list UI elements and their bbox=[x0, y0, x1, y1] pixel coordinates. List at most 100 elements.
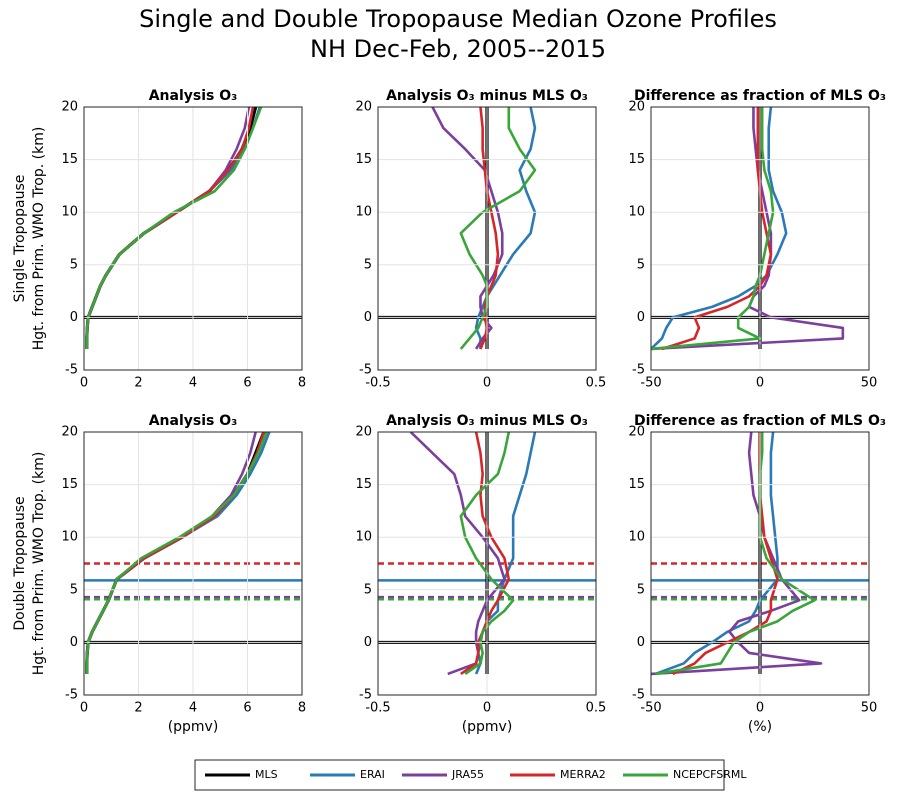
y-tick-label: 15 bbox=[61, 152, 78, 167]
profile-line bbox=[474, 432, 537, 675]
y-tick-label: 0 bbox=[70, 635, 78, 650]
panel-title: Analysis O₃ minus MLS O₃ bbox=[386, 88, 588, 104]
x-axis-label: (%) bbox=[748, 719, 772, 735]
x-tick-label: 0 bbox=[756, 701, 764, 716]
profile-line bbox=[85, 432, 266, 674]
y-tick-label: 0 bbox=[637, 310, 645, 325]
y-tick-label: -5 bbox=[359, 363, 372, 378]
y-tick-label: 5 bbox=[70, 582, 78, 597]
y-axis-label: Double Tropopause bbox=[12, 496, 28, 630]
panel-title: Analysis O₃ bbox=[149, 88, 238, 104]
figure-title: Single and Double Tropopause Median Ozon… bbox=[139, 5, 777, 33]
y-tick-label: 0 bbox=[364, 310, 372, 325]
panel-title: Difference as fraction of MLS O₃ bbox=[634, 88, 886, 104]
x-tick-label: -0.5 bbox=[365, 376, 390, 391]
y-tick-label: 15 bbox=[628, 152, 645, 167]
profile-line bbox=[85, 107, 251, 349]
y-tick-label: 20 bbox=[61, 100, 78, 115]
y-tick-label: 10 bbox=[355, 530, 372, 545]
y-tick-label: 0 bbox=[364, 635, 372, 650]
y-tick-label: 20 bbox=[61, 425, 78, 440]
y-axis-label: Hgt. from Prim. WMO Trop. (km) bbox=[31, 452, 47, 676]
legend-label: ERAI bbox=[360, 768, 385, 781]
y-tick-label: 10 bbox=[628, 205, 645, 220]
axes-frame bbox=[377, 431, 597, 696]
profile-line bbox=[651, 107, 845, 351]
y-tick-label: 15 bbox=[355, 477, 372, 492]
axes-frame bbox=[650, 431, 870, 696]
x-tick-label: 2 bbox=[134, 701, 142, 716]
y-tick-label: 5 bbox=[637, 582, 645, 597]
axes-frame bbox=[83, 106, 303, 371]
legend-label: MLS bbox=[255, 768, 278, 781]
legend-label: NCEPCFSRML bbox=[673, 768, 747, 781]
x-tick-label: 0 bbox=[80, 376, 88, 391]
y-tick-label: 0 bbox=[637, 635, 645, 650]
profile-line bbox=[85, 432, 257, 674]
y-tick-label: 20 bbox=[628, 100, 645, 115]
legend-label: JRA55 bbox=[451, 768, 484, 781]
panel-title: Analysis O₃ bbox=[149, 413, 238, 429]
x-tick-label: -50 bbox=[640, 701, 661, 716]
profile-line bbox=[85, 432, 271, 674]
x-tick-label: 4 bbox=[189, 376, 197, 391]
y-tick-label: -5 bbox=[65, 363, 78, 378]
profile-line bbox=[85, 107, 255, 349]
x-tick-label: 2 bbox=[134, 376, 142, 391]
y-tick-label: 15 bbox=[628, 477, 645, 492]
y-tick-label: 10 bbox=[61, 530, 78, 545]
profile-line bbox=[460, 432, 511, 676]
y-tick-label: 15 bbox=[355, 152, 372, 167]
profile-line bbox=[479, 107, 500, 350]
profile-line bbox=[85, 107, 261, 349]
profile-line bbox=[85, 107, 258, 349]
x-tick-label: 8 bbox=[298, 701, 306, 716]
y-tick-label: -5 bbox=[632, 363, 645, 378]
y-tick-label: 0 bbox=[70, 310, 78, 325]
y-axis-label: Hgt. from Prim. WMO Trop. (km) bbox=[31, 127, 47, 351]
x-axis-label: (ppmv) bbox=[462, 719, 513, 735]
y-tick-label: 15 bbox=[61, 477, 78, 492]
y-tick-label: -5 bbox=[359, 688, 372, 703]
x-tick-label: 50 bbox=[861, 376, 878, 391]
x-axis-label: (ppmv) bbox=[168, 719, 219, 735]
y-tick-label: 5 bbox=[364, 582, 372, 597]
y-tick-label: 20 bbox=[628, 425, 645, 440]
profile-line bbox=[85, 432, 268, 674]
panel-title: Analysis O₃ minus MLS O₃ bbox=[386, 413, 588, 429]
profile-line bbox=[85, 107, 263, 349]
axes-frame bbox=[377, 106, 597, 371]
x-tick-label: 8 bbox=[298, 376, 306, 391]
x-tick-label: 6 bbox=[243, 376, 251, 391]
y-tick-label: 5 bbox=[364, 257, 372, 272]
x-tick-label: 6 bbox=[243, 701, 251, 716]
x-tick-label: 50 bbox=[861, 701, 878, 716]
profile-line bbox=[459, 107, 537, 350]
profile-line bbox=[85, 432, 266, 674]
y-tick-label: 10 bbox=[628, 530, 645, 545]
axes-frame bbox=[83, 431, 303, 696]
panel-title: Difference as fraction of MLS O₃ bbox=[634, 413, 886, 429]
x-tick-label: 0 bbox=[80, 701, 88, 716]
axes-frame bbox=[650, 106, 870, 371]
y-axis-label: Single Tropopause bbox=[12, 175, 28, 303]
y-tick-label: 5 bbox=[70, 257, 78, 272]
legend-label: MERRA2 bbox=[560, 768, 606, 781]
y-tick-label: 5 bbox=[637, 257, 645, 272]
x-tick-label: 0.5 bbox=[586, 701, 607, 716]
x-tick-label: -50 bbox=[640, 376, 661, 391]
x-tick-label: 0 bbox=[483, 701, 491, 716]
y-tick-label: 10 bbox=[61, 205, 78, 220]
y-tick-label: 20 bbox=[355, 100, 372, 115]
x-tick-label: 0.5 bbox=[586, 376, 607, 391]
x-tick-label: 0 bbox=[756, 376, 764, 391]
figure-subtitle: NH Dec-Feb, 2005--2015 bbox=[310, 35, 606, 63]
y-tick-label: 10 bbox=[355, 205, 372, 220]
x-tick-label: -0.5 bbox=[365, 701, 390, 716]
y-tick-label: -5 bbox=[65, 688, 78, 703]
x-tick-label: 4 bbox=[189, 701, 197, 716]
y-tick-label: -5 bbox=[632, 688, 645, 703]
x-tick-label: 0 bbox=[483, 376, 491, 391]
y-tick-label: 20 bbox=[355, 425, 372, 440]
